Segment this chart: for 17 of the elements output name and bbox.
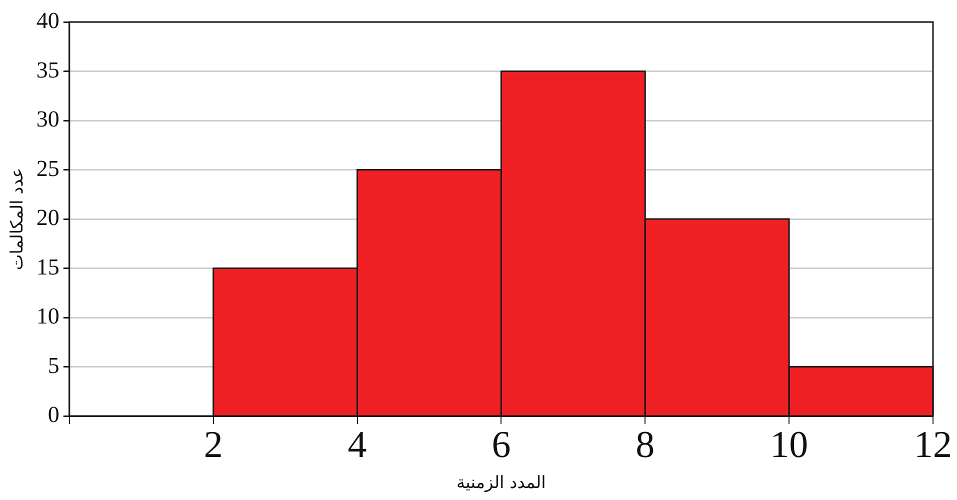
x-tick-label: 8: [636, 424, 655, 466]
x-tick-label: 6: [492, 424, 511, 466]
y-tick-label: 5: [48, 352, 60, 378]
x-tick-label: 10: [770, 424, 808, 466]
y-tick-label: 25: [36, 156, 60, 181]
y-tick-label: 0: [48, 402, 60, 428]
x-axis-title: المدد الزمنية: [456, 473, 546, 494]
x-tick-label: 2: [204, 424, 223, 466]
y-tick-label: 20: [36, 205, 60, 230]
y-tick-label: 30: [36, 106, 60, 132]
y-tick-label: 10: [36, 304, 60, 329]
x-tick-label: 12: [914, 424, 952, 466]
y-tick-label: 35: [36, 57, 60, 82]
y-tick-label: 15: [36, 254, 60, 280]
y-axis-title: عدد المكالمات: [8, 168, 28, 270]
y-tick-label: 40: [36, 8, 60, 34]
x-tick-label: 4: [348, 424, 367, 466]
